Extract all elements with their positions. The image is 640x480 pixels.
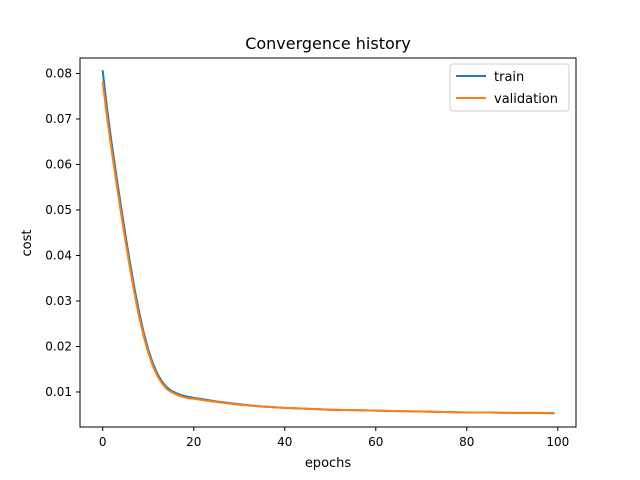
series-line-validation (101, 81, 555, 414)
y-tick-label: 0.04 (45, 248, 72, 262)
x-tick-label: 40 (277, 435, 292, 449)
x-tick-label: 0 (99, 435, 107, 449)
x-axis: 0 20 40 60 80 100 (99, 427, 569, 449)
y-tick-label: 0.01 (45, 385, 72, 399)
x-tick-label: 60 (368, 435, 383, 449)
y-axis-label: cost (20, 230, 35, 257)
y-tick-label: 0.03 (45, 294, 72, 308)
legend-train-label: train (494, 70, 524, 85)
x-tick-label: 20 (186, 435, 201, 449)
legend: train validation (449, 63, 570, 112)
x-tick-label: 100 (546, 435, 569, 449)
plot-frame (79, 57, 577, 428)
series-layer (101, 70, 555, 415)
y-tick-label: 0.05 (45, 203, 72, 217)
y-tick-label: 0.02 (45, 339, 72, 353)
y-axis: 0.01 0.02 0.03 0.04 0.05 0.06 0.07 0.08 (45, 66, 80, 399)
y-tick-label: 0.07 (45, 112, 72, 126)
y-tick-label: 0.08 (45, 66, 72, 80)
y-tick-label: 0.06 (45, 157, 72, 171)
x-axis-label: epochs (305, 456, 352, 471)
chart-title: Convergence history (245, 34, 411, 53)
legend-validation-label: validation (494, 92, 558, 107)
x-tick-label: 80 (459, 435, 474, 449)
